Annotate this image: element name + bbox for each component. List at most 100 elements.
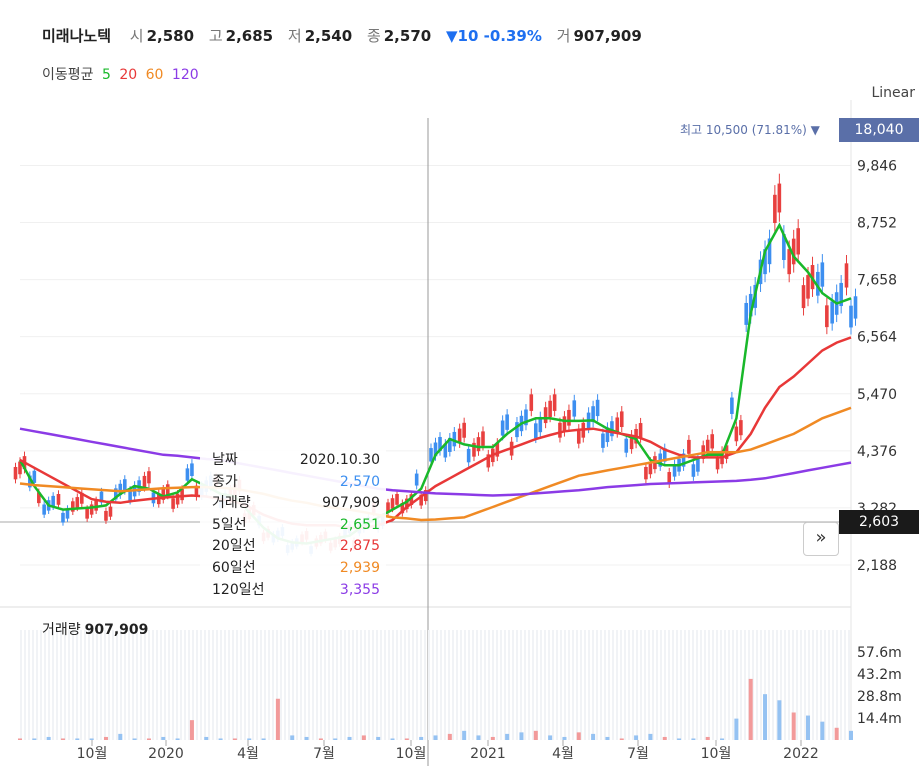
volume-bg-bar: [196, 630, 198, 740]
volume-bg-bar: [464, 630, 466, 740]
ma20-legend[interactable]: 20: [119, 67, 138, 83]
tooltip-row: 20일선 2,875: [200, 536, 386, 558]
x-tick-label: 4월: [552, 746, 574, 762]
volume-bg-bar: [272, 630, 274, 740]
volume-bar: [290, 735, 295, 740]
candle-body: [190, 463, 194, 477]
volume-bg-bar: [680, 630, 682, 740]
volume-bar: [376, 736, 381, 740]
high-price-tag: 18,040: [839, 118, 919, 142]
candle-body: [161, 488, 166, 500]
volume-bar: [777, 700, 782, 740]
scroll-latest-button[interactable]: »: [803, 522, 839, 556]
volume-bg-bar: [204, 630, 206, 740]
candle-body: [853, 296, 858, 319]
volume-bar: [146, 738, 151, 740]
volume-bg-bar: [296, 630, 298, 740]
volume-bg-bar: [308, 630, 310, 740]
volume-bg-bar: [212, 630, 214, 740]
volume-bg-bar: [820, 630, 822, 740]
candle-body: [18, 461, 22, 475]
volume-bg-bar: [300, 630, 302, 740]
volume-bg-bar: [808, 630, 810, 740]
volume-bg-bar: [512, 630, 514, 740]
volume-bg-bar: [800, 630, 802, 740]
volume-bg-bar: [536, 630, 538, 740]
volume-bg-bar: [380, 630, 382, 740]
high-value: 2,685: [225, 27, 274, 45]
candle-body: [409, 494, 414, 506]
candle-body: [644, 466, 648, 480]
volume-bar: [232, 738, 237, 740]
volume-bg-bar: [76, 630, 78, 740]
volume-bar: [734, 718, 739, 740]
ma60-legend[interactable]: 60: [145, 67, 164, 83]
volume-bg-bar: [500, 630, 502, 740]
candle-body: [748, 293, 753, 317]
candle-body: [122, 479, 127, 491]
volume-bg-bar: [440, 630, 442, 740]
volume-bar: [247, 738, 252, 740]
volume-bg-bar: [552, 630, 554, 740]
x-tick-label: 10월: [77, 746, 108, 762]
volume-bg-bar: [132, 630, 134, 740]
candle-body: [839, 282, 843, 307]
ma5-legend[interactable]: 5: [101, 67, 111, 83]
volume-bg-bar: [520, 630, 522, 740]
volume-bar: [834, 727, 839, 740]
moving-average-legend[interactable]: 이동평균 5 20 60 120: [42, 64, 203, 84]
candle-body: [429, 448, 433, 462]
volume-bg-bar: [460, 630, 462, 740]
low-label: 저: [287, 27, 302, 45]
volume-bg-bar: [584, 630, 586, 740]
volume-bg-bar: [116, 630, 118, 740]
candle-body: [648, 461, 653, 475]
volume-bg-bar: [364, 630, 366, 740]
volume-bar: [89, 738, 94, 740]
volume-bar: [433, 735, 438, 740]
ma120-legend[interactable]: 120: [171, 67, 199, 83]
volume-bg-bar: [316, 630, 318, 740]
volume-bg-bar: [776, 630, 778, 740]
volume-bar: [548, 735, 553, 740]
close-value: 2,570: [383, 27, 432, 45]
candle-body: [185, 468, 190, 481]
scale-mode-toggle[interactable]: Linear: [871, 85, 915, 101]
volume-bg-bar: [344, 630, 346, 740]
volume-bg-bar: [768, 630, 770, 740]
volume-bg-bar: [728, 630, 730, 740]
volume-bg-bar: [664, 630, 666, 740]
volume-bg-bar: [472, 630, 474, 740]
candle-body: [562, 416, 567, 432]
volume-bg-bar: [224, 630, 226, 740]
volume-bg-bar: [248, 630, 250, 740]
candle-body: [830, 301, 834, 324]
candle-body: [687, 439, 691, 454]
volume-bg-bar: [736, 630, 738, 740]
volume-panel-label: 거래량 907,909: [42, 619, 148, 639]
volume-bg-bar: [812, 630, 814, 740]
candle-body: [80, 492, 84, 504]
candle-body: [495, 442, 500, 457]
candle-body: [791, 238, 796, 265]
volume-bg-bar: [376, 630, 378, 740]
volume-value: 907,909: [573, 27, 642, 45]
volume-bg-bar: [64, 630, 66, 740]
volume-bg-bar: [24, 630, 26, 740]
volume-bar: [189, 720, 194, 740]
candle-body: [395, 494, 399, 505]
volume-bg-bar: [140, 630, 142, 740]
volume-bg-bar: [168, 630, 170, 740]
volume-bg-bar: [564, 630, 566, 740]
volume-bg-bar: [400, 630, 402, 740]
volume-bar: [462, 730, 467, 740]
x-tick-label: 4월: [237, 746, 259, 762]
volume-bar: [490, 736, 495, 740]
candle-body: [433, 442, 438, 457]
candle-body: [171, 498, 175, 509]
volume-bg-bar: [336, 630, 338, 740]
volume-bg-bar: [832, 630, 834, 740]
volume-bg-bar: [112, 630, 114, 740]
candle-body: [108, 506, 113, 517]
